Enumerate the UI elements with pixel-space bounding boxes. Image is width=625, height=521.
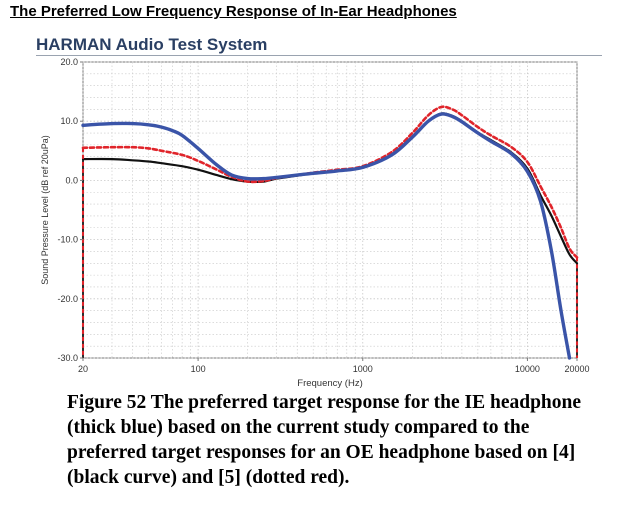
y-axis-label: Sound Pressure Level (dB ref 20uPa) (40, 135, 50, 285)
y-tick-labels: -30.0 -20.0 -10.0 0.0 10.0 20.0 (57, 57, 83, 363)
y-tick-label: -20.0 (57, 294, 78, 304)
frequency-response-chart: -30.0 -20.0 -10.0 0.0 10.0 20.0 20 100 1000 1000… (40, 57, 590, 389)
page-title: The Preferred Low Frequency Response of … (10, 3, 457, 20)
thick-blue-curve (81, 112, 572, 360)
x-tick-labels: 20 100 1000 10000 20000 (78, 358, 590, 374)
x-tick-label: 100 (191, 364, 206, 374)
minor-gridlines (83, 62, 577, 358)
figure-caption: Figure 52 The preferred target response … (67, 392, 582, 488)
x-tick-label: 20 (78, 364, 88, 374)
x-tick-label: 10000 (515, 364, 540, 374)
y-tick-label: 20.0 (60, 57, 78, 67)
x-axis-label: Frequency (Hz) (297, 378, 362, 389)
header-divider (36, 55, 602, 56)
system-title: HARMAN Audio Test System (36, 35, 268, 54)
plot-area (82, 61, 578, 359)
y-tick-label: 0.0 (65, 175, 78, 185)
x-tick-label: 20000 (564, 364, 589, 374)
y-tick-label: 10.0 (60, 116, 78, 126)
y-tick-label: -10.0 (57, 235, 78, 245)
series-layer (81, 105, 579, 360)
y-tick-label: -30.0 (57, 353, 78, 363)
x-tick-label: 1000 (353, 364, 373, 374)
